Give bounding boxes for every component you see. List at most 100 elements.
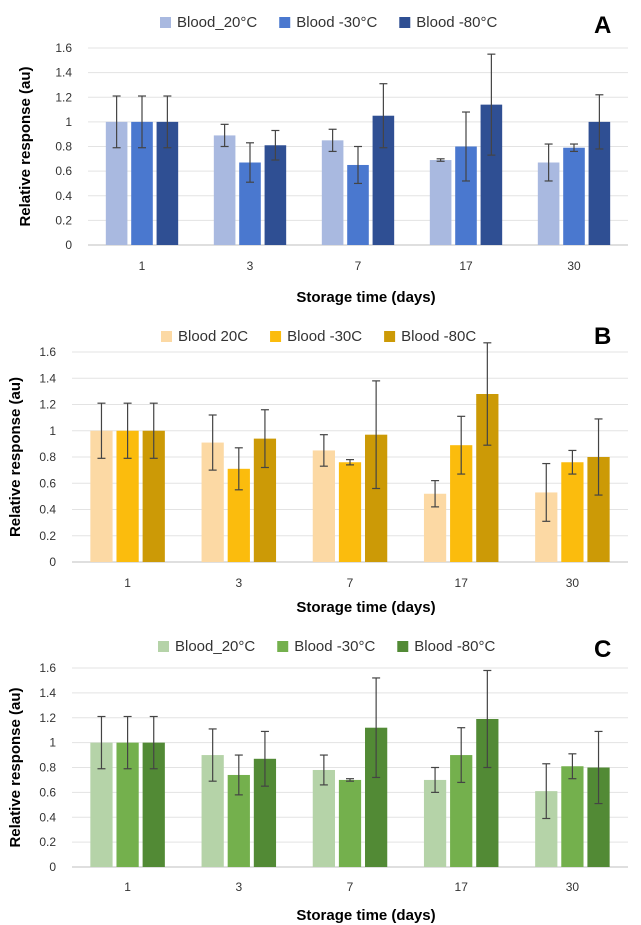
bar <box>455 146 477 245</box>
y-tick-label: 0.2 <box>39 835 56 849</box>
x-axis-title: Storage time (days) <box>296 289 435 306</box>
bar <box>312 450 335 562</box>
legend-label: Blood 20C <box>178 328 248 345</box>
y-tick-label: 1.2 <box>39 398 56 412</box>
x-tick-label: 30 <box>567 259 581 273</box>
x-tick-label: 30 <box>566 880 580 894</box>
x-tick-label: 17 <box>459 259 473 273</box>
bar <box>588 121 611 245</box>
bar <box>535 791 558 867</box>
bar <box>365 434 388 562</box>
bar <box>450 445 473 562</box>
bar <box>227 468 250 562</box>
bar <box>429 160 452 245</box>
legend-label: Blood_20°C <box>177 14 257 31</box>
x-tick-label: 1 <box>124 880 131 894</box>
x-tick-label: 30 <box>566 576 580 590</box>
legend-swatch <box>161 331 172 342</box>
y-tick-label: 1 <box>49 424 56 438</box>
y-tick-label: 1.4 <box>39 686 56 700</box>
x-tick-label: 7 <box>355 259 362 273</box>
bar <box>116 430 139 562</box>
legend-label: Blood -30°C <box>294 638 375 655</box>
bar <box>90 742 113 867</box>
y-tick-label: 1.4 <box>39 371 56 385</box>
bar <box>372 115 395 245</box>
bar <box>480 104 503 245</box>
y-tick-label: 0.8 <box>55 140 72 154</box>
y-tick-label: 1.6 <box>39 345 56 359</box>
legend-swatch <box>160 17 171 28</box>
bar <box>561 462 584 562</box>
y-tick-label: 0.6 <box>39 785 56 799</box>
legend-label: Blood -80°C <box>416 14 497 31</box>
panel-label: B <box>594 323 611 350</box>
bar <box>213 135 236 245</box>
x-tick-label: 17 <box>455 880 469 894</box>
bar <box>239 162 261 245</box>
y-tick-label: 1.2 <box>39 711 56 725</box>
chart-panel-c: 0 0.2 0.4 0.6 0.8 1 1.2 1.4 1.6 1 3 7 17 30 Storage ti… <box>7 636 628 924</box>
bar <box>156 121 179 245</box>
legend-label: Blood_20°C <box>175 638 255 655</box>
bar <box>105 121 128 245</box>
bar <box>142 742 165 867</box>
y-tick-label: 1.4 <box>55 66 72 80</box>
y-tick-label: 1.6 <box>39 661 56 675</box>
y-tick-label: 0.6 <box>55 164 72 178</box>
bar <box>312 769 335 867</box>
bar <box>264 145 287 245</box>
y-tick-label: 0.6 <box>39 476 56 490</box>
legend-swatch <box>270 331 282 342</box>
y-tick-label: 0.4 <box>39 810 56 824</box>
bar <box>338 779 362 867</box>
y-axis-title: Relative response (au) <box>17 66 34 226</box>
legend-swatch <box>158 641 169 652</box>
x-tick-label: 1 <box>139 259 146 273</box>
y-axis-title: Relative response (au) <box>7 377 24 537</box>
x-tick-label: 1 <box>124 576 131 590</box>
x-tick-label: 3 <box>235 880 242 894</box>
bar <box>142 430 165 562</box>
bar <box>365 727 388 867</box>
x-tick-label: 7 <box>347 576 354 590</box>
chart-panel-a: 0 0.2 0.4 0.6 0.8 1 1.2 1.4 1.6 1 3 7 17 30 Storage ti… <box>17 12 628 306</box>
chart-panel-b: 0 0.2 0.4 0.6 0.8 1 1.2 1.4 1.6 1 3 7 17 30 Storage ti… <box>7 323 628 616</box>
bar <box>131 121 153 245</box>
legend-swatch <box>277 641 289 652</box>
legend-label: Blood -30°C <box>296 14 377 31</box>
x-tick-label: 17 <box>455 576 469 590</box>
y-axis-title: Relative response (au) <box>7 687 24 847</box>
bar <box>338 462 362 562</box>
bar <box>561 766 584 867</box>
y-tick-label: 1 <box>49 736 56 750</box>
y-tick-label: 1.2 <box>55 90 72 104</box>
y-tick-label: 0.2 <box>39 529 56 543</box>
bar <box>253 438 277 562</box>
bar <box>423 779 447 867</box>
bar <box>537 162 560 245</box>
y-tick-label: 0 <box>49 555 56 569</box>
bar <box>347 164 369 245</box>
y-tick-label: 0 <box>65 238 72 252</box>
bar <box>476 394 499 562</box>
bar <box>423 493 447 562</box>
y-tick-label: 1.6 <box>55 41 72 55</box>
x-axis-title: Storage time (days) <box>296 599 435 616</box>
bar <box>321 140 344 245</box>
bar <box>253 758 277 867</box>
bar <box>563 147 585 245</box>
x-tick-label: 3 <box>235 576 242 590</box>
bar <box>116 742 139 867</box>
y-tick-label: 0.4 <box>55 189 72 203</box>
y-tick-label: 0.2 <box>55 213 72 227</box>
y-tick-label: 1 <box>65 115 72 129</box>
panel-label: A <box>594 12 611 39</box>
bar <box>587 457 610 562</box>
bar <box>90 430 113 562</box>
legend-swatch <box>397 641 409 652</box>
y-tick-label: 0.8 <box>39 450 56 464</box>
legend-swatch <box>279 17 291 28</box>
x-tick-label: 7 <box>347 880 354 894</box>
